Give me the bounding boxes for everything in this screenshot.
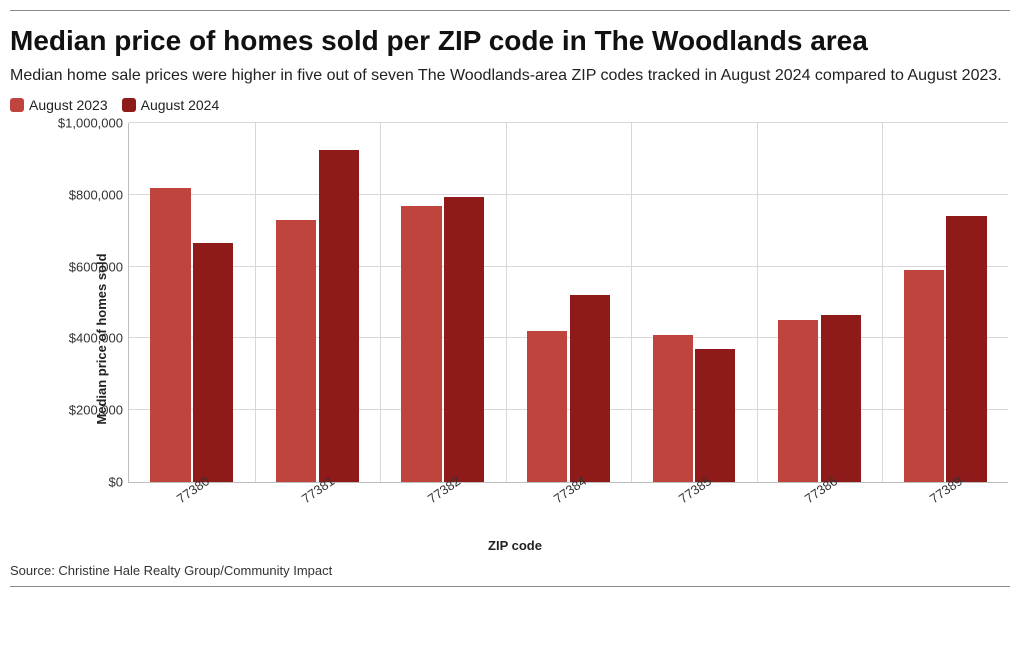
bar (319, 150, 359, 482)
group-divider (506, 123, 507, 482)
group-divider (255, 123, 256, 482)
legend-swatch (10, 98, 24, 112)
y-tick-label: $400,000 (69, 331, 129, 346)
bar (193, 243, 233, 482)
group-divider (882, 123, 883, 482)
plot-outer: $0$200,000$400,000$600,000$800,000$1,000… (128, 123, 1008, 483)
legend-swatch (122, 98, 136, 112)
bar (778, 320, 818, 482)
bar (150, 188, 190, 482)
y-tick-label: $0 (109, 475, 129, 490)
bar (946, 216, 986, 482)
bar (653, 335, 693, 482)
legend-item: August 2023 (10, 97, 108, 113)
top-rule (10, 10, 1010, 11)
bar (904, 270, 944, 482)
legend-label: August 2023 (29, 97, 108, 113)
chart-subtitle: Median home sale prices were higher in f… (10, 67, 1010, 85)
source-line: Source: Christine Hale Realty Group/Comm… (10, 563, 1010, 578)
chart-area: Median price of homes sold $0$200,000$40… (20, 119, 1010, 559)
bottom-rule (10, 586, 1010, 587)
legend-item: August 2024 (122, 97, 220, 113)
figure: Median price of homes sold per ZIP code … (0, 0, 1020, 650)
gridline (129, 266, 1008, 267)
y-tick-label: $800,000 (69, 187, 129, 202)
gridline (129, 337, 1008, 338)
gridline (129, 122, 1008, 123)
y-tick-label: $600,000 (69, 259, 129, 274)
bar (276, 220, 316, 482)
legend-label: August 2024 (141, 97, 220, 113)
bar (821, 315, 861, 482)
bar (527, 331, 567, 482)
y-tick-label: $200,000 (69, 403, 129, 418)
bar (570, 295, 610, 482)
bar (444, 197, 484, 482)
gridline (129, 409, 1008, 410)
group-divider (380, 123, 381, 482)
x-axis-label: ZIP code (20, 538, 1010, 553)
chart-title: Median price of homes sold per ZIP code … (10, 25, 1010, 57)
bar (401, 206, 441, 482)
y-tick-label: $1,000,000 (58, 116, 129, 131)
group-divider (631, 123, 632, 482)
plot: $0$200,000$400,000$600,000$800,000$1,000… (128, 123, 1008, 483)
bar (695, 349, 735, 482)
gridline (129, 194, 1008, 195)
legend: August 2023 August 2024 (10, 97, 1010, 113)
group-divider (757, 123, 758, 482)
